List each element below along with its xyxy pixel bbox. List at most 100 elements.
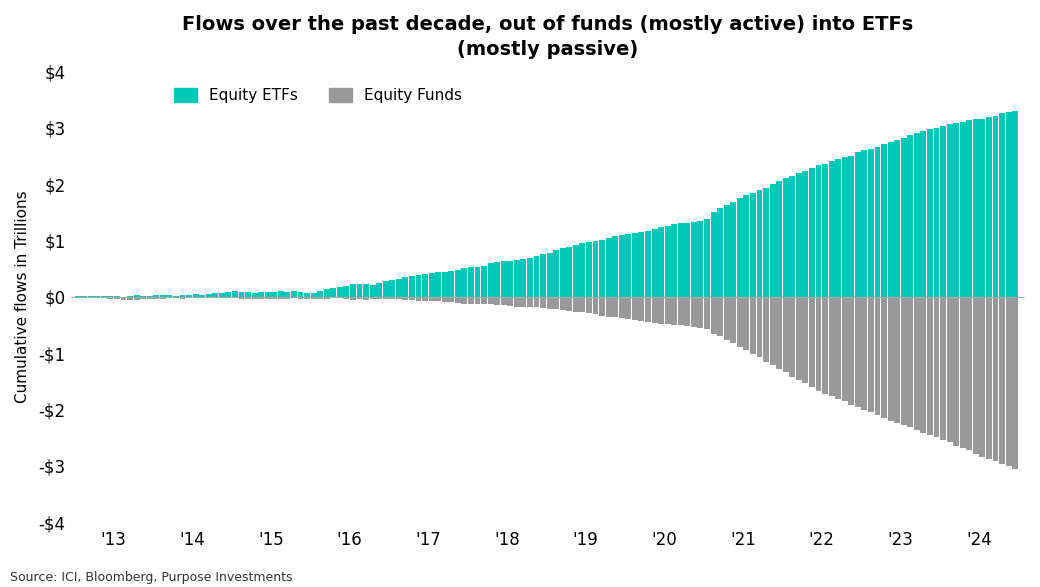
Bar <box>855 297 861 407</box>
Bar <box>593 297 598 314</box>
Bar <box>730 202 736 297</box>
Bar <box>678 224 683 297</box>
Bar <box>396 279 401 297</box>
Bar <box>875 147 881 297</box>
Bar <box>639 297 645 321</box>
Bar <box>278 297 284 299</box>
Bar <box>704 218 710 297</box>
Bar <box>173 296 179 297</box>
Bar <box>488 297 494 304</box>
Bar <box>218 294 225 297</box>
Bar <box>331 288 336 297</box>
Bar <box>756 297 762 357</box>
Bar <box>927 129 933 297</box>
Bar <box>180 295 185 297</box>
Bar <box>894 297 900 423</box>
Bar <box>972 297 979 454</box>
Bar <box>428 297 435 301</box>
Bar <box>986 117 992 297</box>
Bar <box>946 297 953 442</box>
Bar <box>763 297 769 362</box>
Bar <box>835 297 841 399</box>
Bar <box>730 297 736 343</box>
Bar <box>186 295 192 297</box>
Bar <box>81 297 87 298</box>
Bar <box>625 297 631 319</box>
Bar <box>147 297 153 299</box>
Bar <box>508 261 514 297</box>
Bar <box>160 297 165 299</box>
Bar <box>678 297 683 325</box>
Bar <box>357 284 363 297</box>
Bar <box>553 297 560 309</box>
Bar <box>416 275 421 297</box>
Bar <box>101 297 107 298</box>
Bar <box>691 297 697 328</box>
Bar <box>665 226 671 297</box>
Bar <box>75 296 80 297</box>
Bar <box>501 261 506 297</box>
Bar <box>573 297 579 312</box>
Bar <box>258 297 264 299</box>
Bar <box>540 297 546 308</box>
Bar <box>343 297 349 299</box>
Bar <box>776 297 782 369</box>
Bar <box>783 178 788 297</box>
Bar <box>494 297 500 305</box>
Bar <box>442 297 447 302</box>
Bar <box>789 297 796 377</box>
Bar <box>291 291 296 297</box>
Bar <box>698 221 703 297</box>
Bar <box>508 297 514 306</box>
Bar <box>547 253 552 297</box>
Bar <box>803 297 808 383</box>
Bar <box>744 195 749 297</box>
Bar <box>252 297 258 299</box>
Bar <box>265 292 270 297</box>
Bar <box>829 161 834 297</box>
Bar <box>645 231 651 297</box>
Bar <box>815 165 822 297</box>
Bar <box>684 297 691 326</box>
Bar <box>127 297 133 300</box>
Text: Source: ICI, Bloomberg, Purpose Investments: Source: ICI, Bloomberg, Purpose Investme… <box>10 571 293 584</box>
Bar <box>238 297 244 299</box>
Bar <box>763 188 769 297</box>
Bar <box>750 297 756 354</box>
Bar <box>317 291 323 297</box>
Bar <box>1006 297 1012 466</box>
Bar <box>153 297 159 299</box>
Bar <box>1006 112 1012 297</box>
Bar <box>835 159 841 297</box>
Bar <box>986 297 992 459</box>
Bar <box>875 297 881 415</box>
Bar <box>337 297 343 298</box>
Bar <box>435 272 441 297</box>
Bar <box>416 297 421 301</box>
Bar <box>652 297 657 323</box>
Bar <box>284 297 290 299</box>
Bar <box>560 297 566 311</box>
Bar <box>809 168 815 297</box>
Bar <box>409 297 415 300</box>
Bar <box>428 272 435 297</box>
Bar <box>849 156 854 297</box>
Bar <box>822 297 828 394</box>
Bar <box>894 140 900 297</box>
Bar <box>972 119 979 297</box>
Bar <box>710 212 717 297</box>
Bar <box>841 297 848 402</box>
Bar <box>907 136 913 297</box>
Bar <box>369 285 375 297</box>
Bar <box>396 297 401 299</box>
Bar <box>605 238 612 297</box>
Bar <box>331 297 336 298</box>
Bar <box>849 297 854 405</box>
Bar <box>914 133 919 297</box>
Bar <box>265 297 270 299</box>
Bar <box>855 152 861 297</box>
Bar <box>710 297 717 333</box>
Bar <box>946 124 953 297</box>
Bar <box>173 297 179 298</box>
Bar <box>960 122 966 297</box>
